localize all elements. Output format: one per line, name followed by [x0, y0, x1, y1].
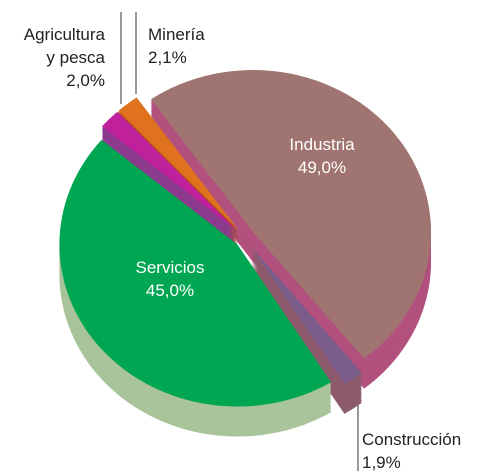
slice-label: Agricultura y pesca: [24, 25, 106, 67]
slice-value-label: 1,9%: [362, 453, 401, 471]
slice: [150, 70, 432, 359]
slice: [59, 139, 332, 407]
slice: [250, 246, 362, 384]
slice: [101, 111, 238, 232]
slice-label: Servicios: [136, 258, 205, 277]
slice-label: Industria: [289, 135, 355, 154]
slice-value-label: 2,0%: [66, 71, 105, 90]
slice: [118, 97, 239, 231]
slice-value-label: 45,0%: [146, 281, 194, 300]
slice-value-label: 49,0%: [298, 158, 346, 177]
slice-value-label: 2,1%: [148, 48, 187, 67]
slice-label: Minería: [148, 25, 205, 44]
slice-label: Construcción: [362, 430, 461, 449]
